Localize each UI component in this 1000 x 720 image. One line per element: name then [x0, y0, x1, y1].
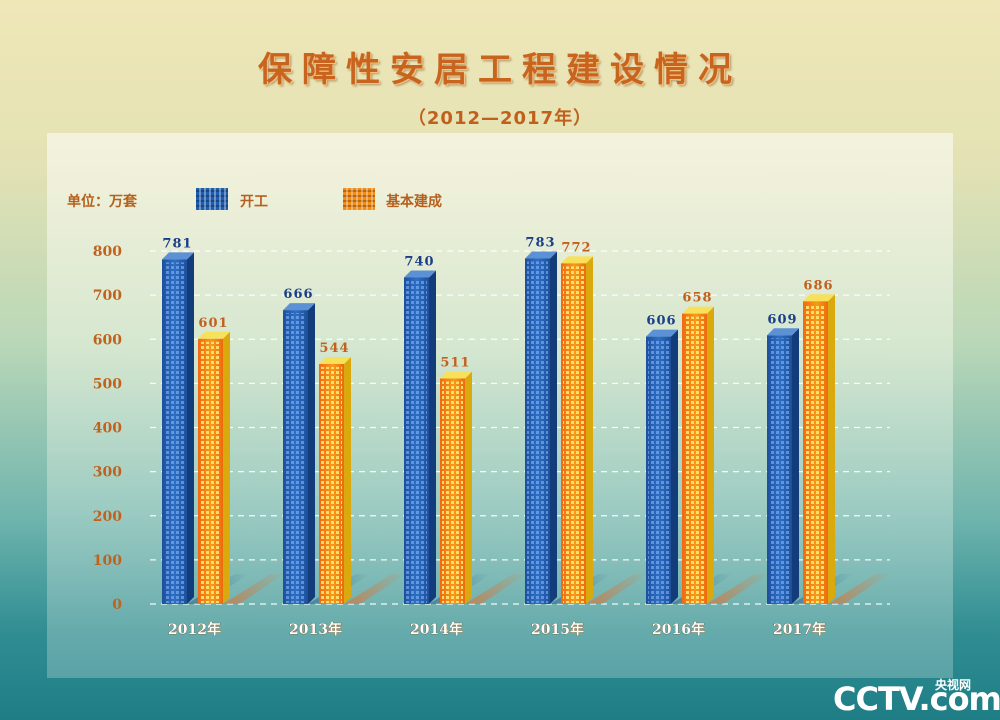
y-tick-label: 200: [93, 509, 122, 525]
x-tick-label: 2016年: [652, 621, 705, 638]
x-tick-label: 2017年: [773, 621, 826, 638]
logo-sub-text: 央视网: [935, 678, 972, 692]
y-tick-label: 700: [93, 288, 122, 304]
data-label: 781: [162, 236, 192, 251]
bar-top: [440, 371, 472, 379]
bar-top: [198, 331, 230, 339]
bar-shadow: [707, 574, 769, 604]
bar-side: [429, 270, 436, 604]
bar-top: [803, 294, 835, 302]
bar-top: [525, 251, 557, 259]
legend-label-started: 开工: [240, 194, 268, 210]
bar-top: [767, 328, 799, 336]
data-label: 666: [283, 287, 313, 302]
data-label: 783: [525, 236, 555, 251]
bar-top: [319, 356, 351, 364]
bar-side: [792, 328, 799, 604]
bar-side: [344, 356, 351, 604]
data-label: 601: [198, 316, 228, 331]
y-tick-label: 600: [93, 332, 122, 348]
x-tick-label: 2015年: [531, 621, 584, 638]
bar-top: [561, 256, 593, 264]
bar-side: [308, 303, 315, 604]
bar-shadow: [344, 574, 406, 604]
data-label: 609: [767, 312, 797, 327]
y-tick-label: 500: [93, 376, 122, 392]
chart-title: 保障性安居工程建设情况: [258, 50, 742, 90]
y-tick-label: 400: [93, 421, 122, 437]
bar-windows: [648, 339, 669, 603]
bar-windows: [200, 341, 221, 603]
cctv-logo: CCTV.com 央视网: [833, 676, 1000, 718]
chart-subtitle: （2012—2017年）: [407, 108, 593, 129]
data-label: 772: [561, 240, 591, 255]
bar-windows: [684, 316, 705, 603]
data-label: 740: [404, 254, 434, 269]
legend-swatch-started: [196, 188, 228, 210]
bar-shadow: [223, 574, 285, 604]
bar-side: [223, 331, 230, 604]
y-tick-label: 0: [112, 597, 122, 613]
bar-top: [162, 252, 194, 260]
bar-windows: [321, 366, 342, 603]
bar-top: [646, 329, 678, 337]
data-label: 544: [319, 341, 349, 356]
bar-side: [828, 294, 835, 604]
bar-windows: [164, 262, 185, 603]
logo-main-text: CCTV.com: [833, 680, 1000, 718]
bar-side: [671, 329, 678, 604]
y-tick-label: 100: [93, 553, 122, 569]
bar-top: [682, 306, 714, 314]
data-label: 686: [803, 278, 833, 293]
data-label: 658: [682, 291, 712, 306]
bar-shadow: [586, 574, 648, 604]
bar-side: [550, 251, 557, 604]
bar-windows: [527, 261, 548, 603]
unit-label: 单位：万套: [67, 194, 137, 210]
bar-side: [707, 306, 714, 604]
bar-windows: [406, 280, 427, 603]
bar-windows: [769, 338, 790, 603]
bar-side: [465, 371, 472, 604]
bar-top: [283, 303, 315, 311]
bar-side: [187, 252, 194, 605]
bar-windows: [285, 313, 306, 603]
x-tick-label: 2013年: [289, 621, 342, 638]
x-tick-label: 2012年: [168, 621, 221, 638]
data-label: 606: [646, 314, 676, 329]
bar-shadow: [465, 574, 527, 604]
legend-swatch-completed: [343, 188, 375, 210]
bar-windows: [563, 266, 584, 603]
x-tick-label: 2014年: [410, 621, 463, 638]
bar-windows: [805, 304, 826, 603]
y-tick-label: 300: [93, 465, 122, 481]
y-tick-label: 800: [93, 244, 122, 260]
bar-windows: [442, 381, 463, 603]
bar-top: [404, 270, 436, 278]
bar-shadow: [828, 574, 890, 604]
bar-side: [586, 256, 593, 604]
legend-label-completed: 基本建成: [386, 194, 442, 210]
data-label: 511: [440, 356, 470, 371]
